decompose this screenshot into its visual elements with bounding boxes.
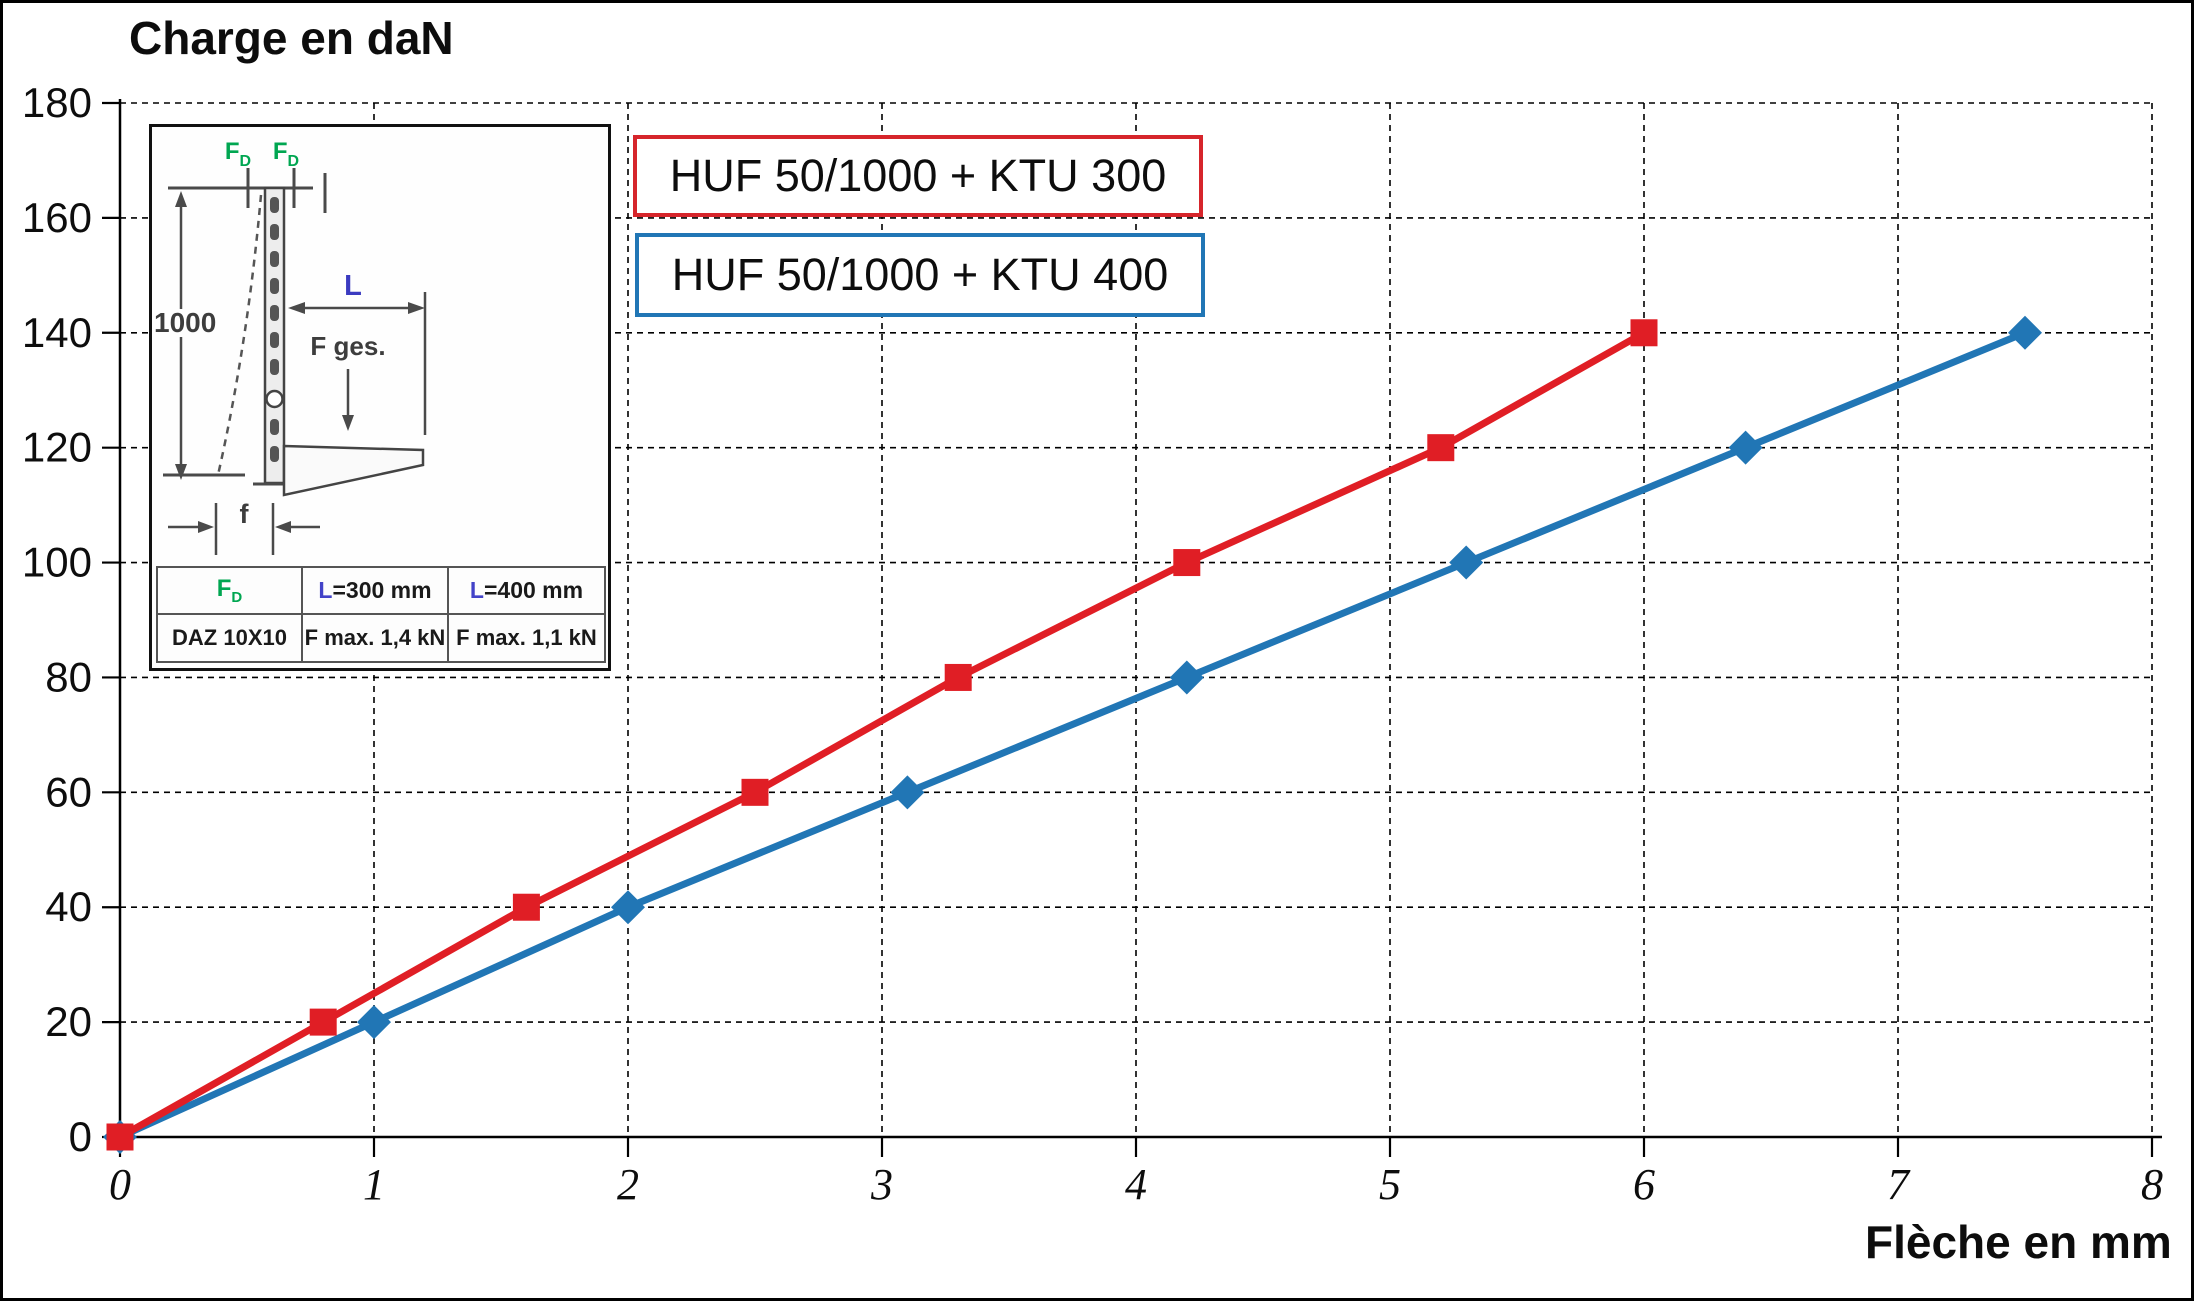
series-huf-50-1000-ktu-300	[106, 319, 1658, 1151]
marker-diamond	[2008, 315, 2042, 350]
inset-diagram-panel: FD FD 1000 L F ges.	[149, 124, 611, 671]
svg-text:140: 140	[22, 309, 92, 356]
svg-text:0: 0	[109, 1160, 131, 1209]
marker-square	[106, 1123, 134, 1151]
marker-diamond	[1169, 660, 1204, 695]
spec-value-daz: DAZ 10X10	[158, 614, 303, 661]
svg-text:1: 1	[363, 1160, 385, 1209]
svg-text:2: 2	[617, 1160, 639, 1209]
svg-text:0: 0	[69, 1113, 92, 1160]
gridlines	[120, 102, 2153, 1137]
marker-diamond	[890, 775, 925, 810]
svg-text:60: 60	[45, 768, 92, 815]
deflection-dashed-line	[216, 194, 263, 476]
spec-header-l300: L=300 mm	[303, 568, 449, 615]
svg-text:120: 120	[22, 424, 92, 471]
force-fd-label-1: FD	[225, 138, 251, 170]
spec-header-l400: L=400 mm	[449, 568, 604, 615]
total-force-label: F ges.	[310, 331, 385, 361]
spec-value-fmax-400: F max. 1,1 kN	[456, 624, 597, 650]
svg-text:7: 7	[1887, 1160, 1911, 1209]
spec-header-fd: FD	[158, 568, 303, 615]
svg-text:160: 160	[22, 194, 92, 241]
svg-text:20: 20	[45, 998, 92, 1045]
svg-text:80: 80	[45, 653, 92, 700]
length-dim-label: L	[344, 270, 362, 302]
marker-square	[1630, 319, 1658, 347]
total-force-arrowhead	[342, 415, 354, 431]
x-axis-title: Flèche en mm	[1865, 1216, 2172, 1268]
legend-item-ktu300: HUF 50/1000 + KTU 300	[633, 135, 1203, 217]
marker-diamond	[1728, 430, 1763, 465]
force-fd-label-2: FD	[273, 138, 299, 170]
svg-text:40: 40	[45, 883, 92, 930]
channel-hole	[265, 389, 284, 409]
marker-square	[944, 663, 972, 691]
marker-square	[309, 1008, 337, 1036]
chart-title: Charge en daN	[129, 12, 454, 64]
marker-square	[741, 778, 769, 806]
y-tick-labels: 0 20 40 60 80 100 120 140 160 180	[22, 79, 92, 1160]
marker-diamond	[611, 890, 645, 925]
legend-label-ktu300: HUF 50/1000 + KTU 300	[669, 150, 1167, 201]
spec-table: FD L=300 mm L=400 mm DAZ 10X10 F max. 1,…	[156, 566, 606, 663]
spec-value-fmax-300: F max. 1,4 kN	[303, 614, 449, 661]
svg-text:8: 8	[2141, 1160, 2163, 1209]
bracket-arm	[282, 444, 425, 497]
height-dim-arrow-up	[175, 191, 187, 207]
marker-square	[1173, 549, 1201, 577]
marker-square	[1427, 434, 1455, 462]
marker-diamond	[1449, 545, 1484, 580]
svg-text:6: 6	[1633, 1160, 1655, 1209]
marker-diamond	[357, 1005, 391, 1040]
deflection-label: f	[240, 499, 250, 529]
legend-item-ktu400: HUF 50/1000 + KTU 400	[635, 233, 1205, 317]
x-tick-labels: 0 1 2 3 4 5 6 7 8	[109, 1160, 2163, 1209]
upright-bracket-diagram: FD FD 1000 L F ges.	[152, 138, 427, 555]
height-dim-arrow-down	[175, 464, 187, 480]
legend-label-ktu400: HUF 50/1000 + KTU 400	[671, 249, 1169, 300]
marker-square	[512, 893, 540, 921]
svg-text:4: 4	[1125, 1160, 1147, 1209]
length-dim-arrow-left	[288, 302, 305, 314]
svg-text:3: 3	[870, 1160, 893, 1209]
channel-slots	[270, 197, 279, 462]
svg-text:100: 100	[22, 539, 92, 586]
height-dim-label: 1000	[154, 307, 216, 338]
svg-text:5: 5	[1379, 1160, 1401, 1209]
length-dim-arrow-right	[408, 302, 425, 314]
plot-area: 0 20 40 60 80 100 120 140 160 180 0 1 2 3 4 5 6 7 8	[22, 79, 2163, 1209]
label-backing	[152, 309, 218, 337]
svg-text:180: 180	[22, 79, 92, 126]
deflection-arrowhead-left	[198, 521, 214, 533]
deflection-arrowhead-right	[275, 521, 291, 533]
